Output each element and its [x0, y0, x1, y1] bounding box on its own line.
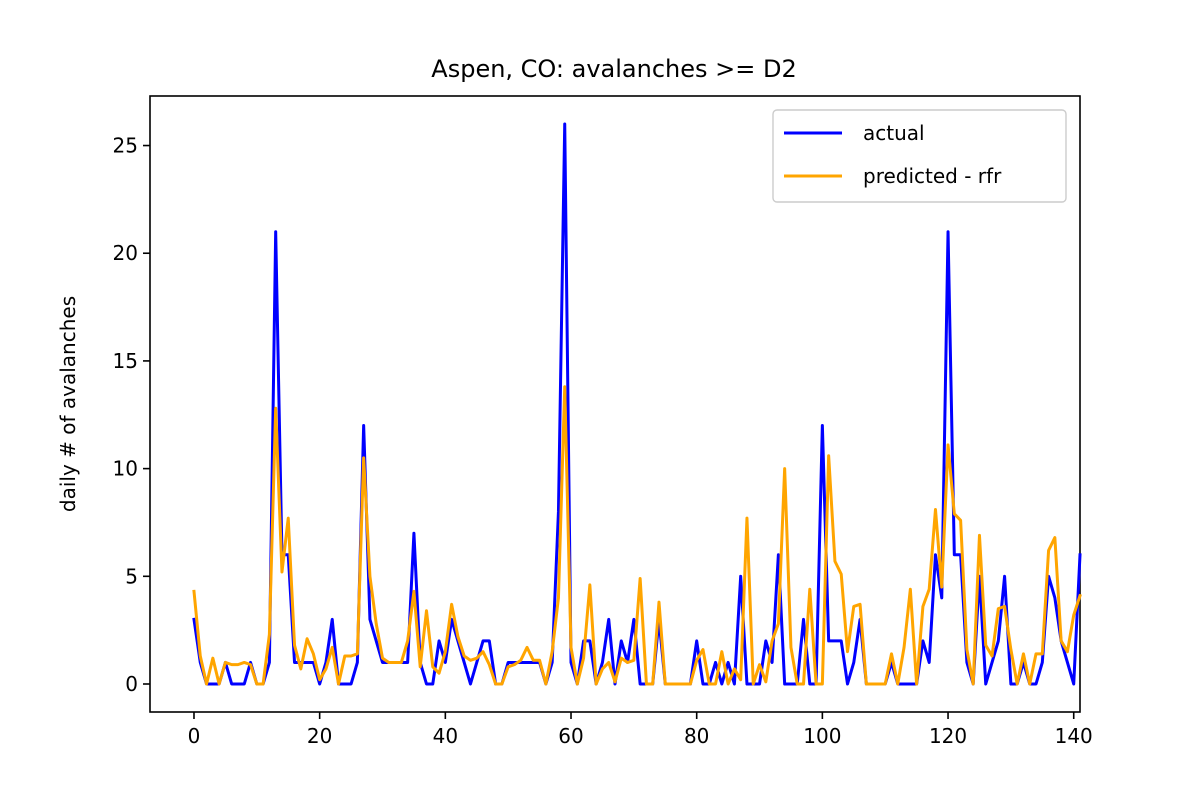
plot-frame	[149, 95, 1081, 713]
y-axis-label: daily # of avalanches	[56, 296, 80, 512]
y-tick-label: 15	[113, 349, 138, 373]
x-tick-label: 80	[684, 724, 709, 748]
x-tick-label: 140	[1055, 724, 1093, 748]
legend-box	[772, 109, 1067, 203]
y-tick-label: 20	[113, 241, 138, 265]
series-layer	[192, 122, 1082, 686]
y-tick-label: 25	[113, 134, 138, 158]
chart-title: Aspen, CO: avalanches >= D2	[431, 55, 796, 83]
legend-label: predicted - rfr	[863, 164, 1002, 188]
x-tick-label: 20	[307, 724, 332, 748]
y-tick-label: 5	[125, 564, 138, 588]
x-tick-label: 0	[188, 724, 201, 748]
axis-ticks: 0 20 40 60 80 100 120 140 0 5 10 15 20 25	[113, 134, 1093, 748]
legend-label: actual	[863, 121, 925, 145]
x-tick-label: 60	[558, 724, 583, 748]
series-line-actual	[192, 122, 1082, 686]
x-tick-label: 120	[929, 724, 967, 748]
y-tick-label: 10	[113, 457, 138, 481]
y-tick-label: 0	[125, 672, 138, 696]
series-line-predicted	[192, 385, 1082, 686]
x-tick-label: 100	[803, 724, 841, 748]
legend: actual predicted - rfr	[772, 109, 1067, 203]
x-tick-label: 40	[433, 724, 458, 748]
